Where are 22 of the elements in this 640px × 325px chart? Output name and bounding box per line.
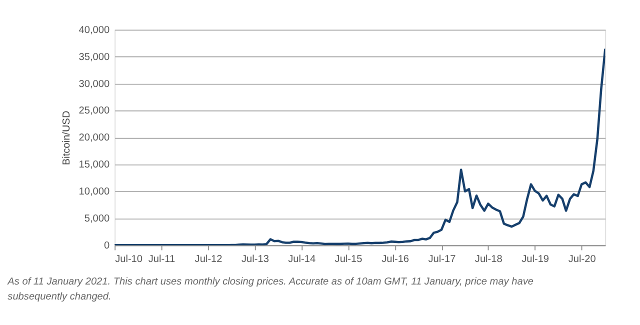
- text: As of 11 January 2021. This chart uses monthly closing prices. Accurate as of 10am GMT, 11 January, price may have subsequently changed.: [6, 276, 534, 302]
- y-tick-label: 40,000: [78, 24, 110, 36]
- y-tick-label: 10,000: [78, 186, 110, 198]
- x-tick-label: Jul-18: [474, 254, 503, 266]
- x-tick-label: Jul-19: [522, 254, 550, 266]
- x-tick-label: Jul-15: [334, 254, 363, 266]
- x-tick-label: Jul-14: [288, 254, 316, 266]
- x-tick-label: Jul-17: [428, 254, 456, 266]
- x-tick-label: Jul-16: [382, 254, 410, 266]
- y-tick-label: 25,000: [78, 106, 110, 117]
- y-tick-label: 30,000: [78, 78, 110, 90]
- y-tick-label: 0: [104, 240, 110, 252]
- y-tick-label: 5,000: [84, 213, 110, 224]
- x-tick-label: Jul-20: [568, 254, 596, 266]
- x-tick-label: Jul-13: [241, 254, 270, 266]
- y-tick-label: 15,000: [78, 160, 110, 171]
- y-axis-title: Bitcoin/USD: [62, 110, 73, 166]
- x-tick-label: Jul-10: [115, 254, 143, 266]
- x-tick-label: Jul-11: [148, 254, 176, 266]
- x-tick-label: Jul-12: [194, 254, 223, 266]
- y-tick-label: 35,000: [78, 52, 110, 63]
- y-tick-label: 20,000: [78, 132, 110, 144]
